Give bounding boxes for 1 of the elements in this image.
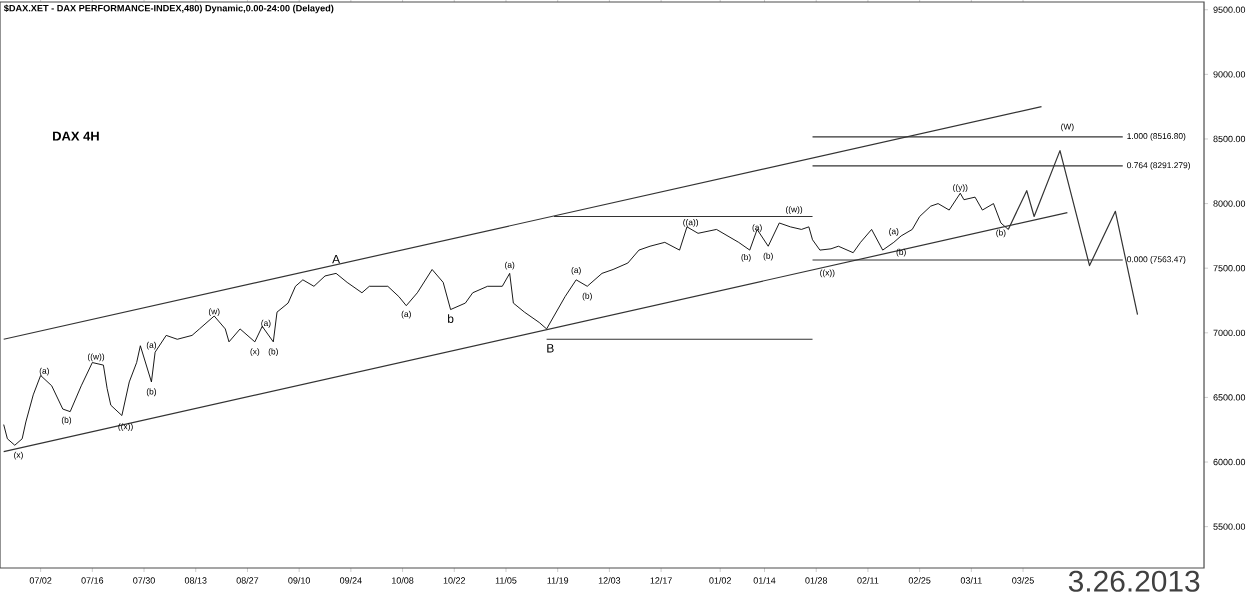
text: 3.26.2013 <box>1068 570 1200 592</box>
